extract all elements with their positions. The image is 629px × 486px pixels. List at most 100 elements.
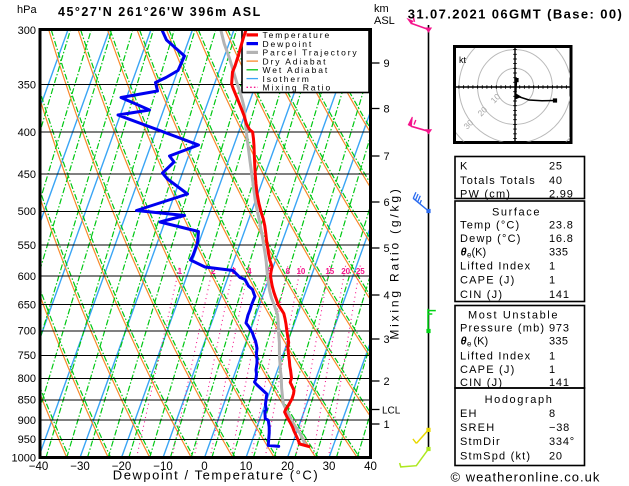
svg-text:23.8: 23.8	[549, 219, 574, 231]
svg-text:e: e	[467, 251, 472, 260]
svg-text:40: 40	[549, 175, 563, 187]
svg-text:ASL: ASL	[374, 15, 395, 27]
svg-text:Pressure (mb): Pressure (mb)	[460, 323, 545, 335]
svg-text:−38: −38	[549, 422, 570, 434]
svg-text:300: 300	[18, 25, 36, 37]
svg-text:6: 6	[384, 197, 390, 209]
svg-text:335: 335	[549, 247, 568, 259]
svg-text:CAPE (J): CAPE (J)	[460, 275, 515, 287]
svg-text:650: 650	[18, 299, 36, 311]
svg-text:450: 450	[18, 169, 36, 181]
svg-text:−40: −40	[29, 461, 49, 473]
svg-text:LCL: LCL	[382, 406, 401, 417]
svg-text:334°: 334°	[549, 436, 575, 448]
svg-text:800: 800	[18, 373, 36, 385]
svg-text:Dewpoint: Dewpoint	[263, 39, 314, 49]
svg-text:hPa: hPa	[17, 4, 37, 16]
svg-text:400: 400	[18, 127, 36, 139]
svg-text:Isotherm: Isotherm	[263, 74, 311, 84]
svg-text:Lifted Index: Lifted Index	[460, 261, 531, 273]
svg-text:25: 25	[356, 267, 365, 276]
svg-text:16.8: 16.8	[549, 233, 574, 245]
svg-text:PW (cm): PW (cm)	[460, 189, 511, 201]
svg-text:Temp (°C): Temp (°C)	[460, 219, 520, 231]
svg-text:350: 350	[18, 80, 36, 92]
svg-text:θ: θ	[461, 336, 467, 348]
svg-text:141: 141	[549, 289, 570, 301]
svg-text:Wet Adiabat: Wet Adiabat	[263, 65, 330, 75]
svg-text:8: 8	[286, 267, 291, 276]
svg-text:2: 2	[211, 267, 216, 276]
svg-text:Dry Adiabat: Dry Adiabat	[263, 56, 328, 66]
svg-text:Parcel Trajectory: Parcel Trajectory	[263, 48, 359, 58]
svg-text:Totals Totals: Totals Totals	[460, 175, 536, 187]
svg-text:10: 10	[296, 267, 305, 276]
svg-text:Surface: Surface	[492, 207, 541, 219]
svg-text:Mixing Ratio: Mixing Ratio	[263, 83, 333, 93]
svg-text:© weatheronline.co.uk: © weatheronline.co.uk	[451, 470, 601, 485]
svg-text:20: 20	[549, 451, 563, 463]
svg-text:1: 1	[549, 261, 556, 273]
svg-text:500: 500	[18, 206, 36, 218]
svg-text:950: 950	[18, 434, 36, 446]
svg-text:10: 10	[240, 461, 253, 473]
svg-text:15: 15	[325, 267, 334, 276]
svg-text:−10: −10	[153, 461, 173, 473]
svg-text:8: 8	[549, 408, 556, 420]
svg-text:1000: 1000	[12, 452, 36, 464]
svg-text:40: 40	[364, 461, 377, 473]
svg-text:kt: kt	[459, 55, 467, 65]
svg-text:Mixing Ratio (g/kg): Mixing Ratio (g/kg)	[388, 186, 402, 339]
svg-text:8: 8	[384, 104, 390, 116]
svg-text:−30: −30	[70, 461, 90, 473]
svg-text:973: 973	[549, 323, 570, 335]
svg-text:Lifted Index: Lifted Index	[460, 351, 531, 363]
svg-text:4: 4	[384, 290, 390, 302]
svg-text:31.07.2021 06GMT (Base: 00): 31.07.2021 06GMT (Base: 00)	[408, 7, 624, 22]
svg-text:SREH: SREH	[460, 422, 495, 434]
svg-text:StmDir: StmDir	[460, 436, 501, 448]
svg-text:CAPE (J): CAPE (J)	[460, 364, 515, 376]
svg-text:1: 1	[549, 351, 556, 363]
svg-text:750: 750	[18, 350, 36, 362]
svg-text:700: 700	[18, 326, 36, 338]
svg-text:600: 600	[18, 271, 36, 283]
svg-text:550: 550	[18, 240, 36, 252]
svg-text:(K): (K)	[474, 336, 489, 348]
svg-text:km: km	[374, 3, 389, 15]
svg-text:Dewpoint / Temperature (°C): Dewpoint / Temperature (°C)	[113, 468, 319, 483]
svg-text:7: 7	[384, 151, 390, 163]
svg-text:20: 20	[281, 461, 294, 473]
svg-text:1: 1	[384, 419, 390, 431]
svg-text:900: 900	[18, 415, 36, 427]
svg-text:0: 0	[201, 461, 207, 473]
svg-text:335: 335	[549, 336, 568, 348]
svg-text:4: 4	[247, 267, 252, 276]
svg-text:850: 850	[18, 395, 36, 407]
svg-text:θ: θ	[461, 247, 467, 259]
svg-text:Dewp (°C): Dewp (°C)	[460, 233, 522, 245]
svg-text:CIN (J): CIN (J)	[460, 377, 503, 389]
svg-text:1: 1	[178, 267, 183, 276]
svg-text:−20: −20	[112, 461, 132, 473]
svg-text:EH: EH	[460, 408, 478, 420]
svg-text:141: 141	[549, 377, 570, 389]
svg-text:25: 25	[549, 161, 563, 173]
svg-text:Most Unstable: Most Unstable	[468, 310, 559, 322]
svg-text:2: 2	[384, 376, 390, 388]
svg-text:5: 5	[384, 243, 390, 255]
svg-text:20: 20	[341, 267, 350, 276]
svg-text:1: 1	[549, 275, 556, 287]
svg-text:1: 1	[549, 364, 556, 376]
svg-text:Temperature: Temperature	[263, 30, 332, 40]
svg-text:3: 3	[384, 334, 390, 346]
svg-text:e: e	[467, 340, 472, 349]
svg-text:StmSpd (kt): StmSpd (kt)	[460, 451, 531, 463]
svg-text:K: K	[460, 161, 469, 173]
svg-text:45°27'N 261°26'W 396m ASL: 45°27'N 261°26'W 396m ASL	[58, 5, 262, 19]
svg-text:(K): (K)	[472, 247, 487, 259]
svg-text:CIN (J): CIN (J)	[460, 289, 503, 301]
svg-text:2.99: 2.99	[549, 189, 574, 201]
svg-text:9: 9	[384, 58, 390, 70]
svg-text:30: 30	[323, 461, 336, 473]
